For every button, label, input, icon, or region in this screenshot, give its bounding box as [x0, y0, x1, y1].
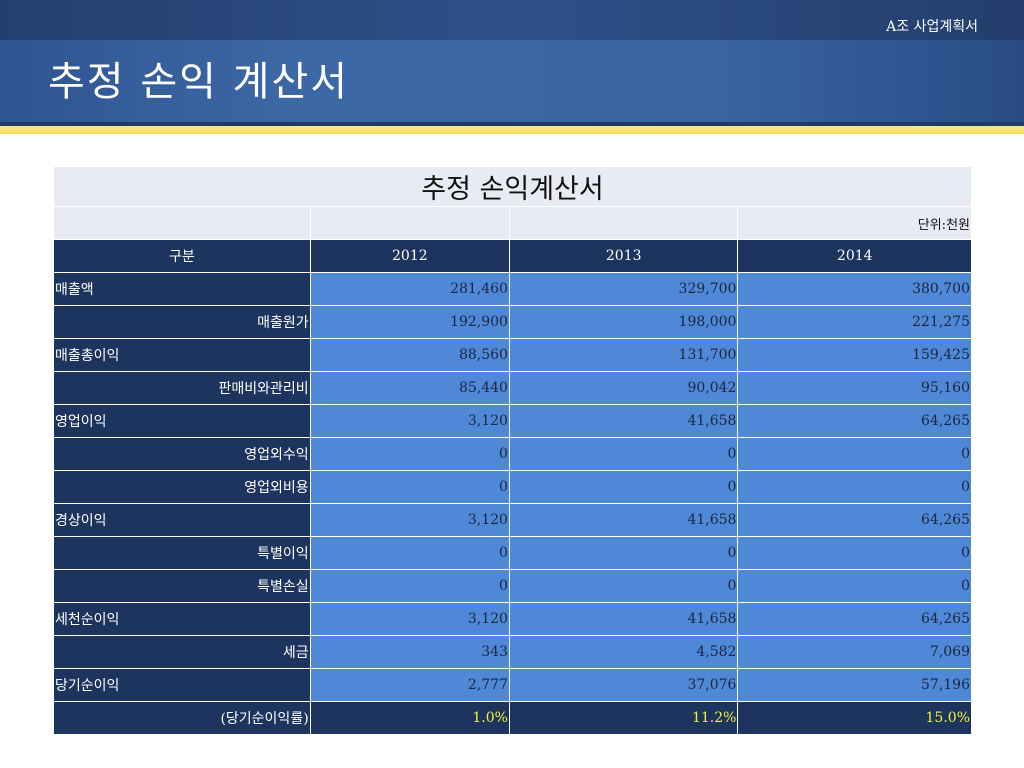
column-header: 2013	[508, 239, 739, 273]
row-label: 매출원가	[53, 305, 311, 339]
cell-value: 0	[309, 569, 510, 603]
cell-value: 88,560	[309, 338, 510, 372]
cell-value: 41,658	[508, 404, 739, 438]
ratio-value: 11.2%	[508, 701, 739, 735]
row-label: 영업외수익	[53, 437, 311, 471]
unit-label: 단위:천원	[737, 206, 972, 240]
unit-row-blank	[309, 206, 510, 240]
cell-value: 4,582	[508, 635, 739, 669]
cell-value: 3,120	[309, 602, 510, 636]
company-label: A조 사업계획서	[886, 19, 978, 35]
income-statement-table: 추정 손익계산서 단위:천원 구분 2012 2013 2014 매출액 281…	[53, 166, 972, 735]
table-row: 판매비와관리비 85,440 90,042 95,160	[53, 371, 972, 405]
row-label: 매출액	[53, 272, 311, 306]
row-label: 매출총이익	[53, 338, 311, 372]
table-row: 매출원가 192,900 198,000 221,275	[53, 305, 972, 339]
table-title-row: 추정 손익계산서	[53, 166, 972, 207]
table-row: 매출총이익 88,560 131,700 159,425	[53, 338, 972, 372]
cell-value: 0	[508, 470, 739, 504]
cell-value: 2,777	[309, 668, 510, 702]
row-label: 세금	[53, 635, 311, 669]
cell-value: 3,120	[309, 503, 510, 537]
cell-value: 281,460	[309, 272, 510, 306]
row-label: 특별손실	[53, 569, 311, 603]
accent-bar	[0, 126, 1024, 134]
cell-value: 198,000	[508, 305, 739, 339]
cell-value: 0	[737, 569, 972, 603]
column-header: 2014	[737, 239, 972, 273]
cell-value: 0	[309, 437, 510, 471]
column-header: 2012	[309, 239, 510, 273]
table-row: 세천순이익 3,120 41,658 64,265	[53, 602, 972, 636]
cell-value: 95,160	[737, 371, 972, 405]
page-title: 추정 손익 계산서	[48, 59, 350, 105]
cell-value: 131,700	[508, 338, 739, 372]
table-row: 매출액 281,460 329,700 380,700	[53, 272, 972, 306]
table-row: 당기순이익 2,777 37,076 57,196	[53, 668, 972, 702]
row-label: 경상이익	[53, 503, 311, 537]
unit-row-blank	[508, 206, 739, 240]
cell-value: 221,275	[737, 305, 972, 339]
cell-value: 0	[508, 569, 739, 603]
cell-value: 0	[737, 470, 972, 504]
header-divider	[0, 122, 1024, 126]
table-row: 경상이익 3,120 41,658 64,265	[53, 503, 972, 537]
table-row: 영업이익 3,120 41,658 64,265	[53, 404, 972, 438]
row-label: 특별이익	[53, 536, 311, 570]
cell-value: 0	[309, 536, 510, 570]
cell-value: 41,658	[508, 602, 739, 636]
table-title: 추정 손익계산서	[53, 166, 972, 207]
table-row: (당기순이익률) 1.0% 11.2% 15.0%	[53, 701, 972, 735]
cell-value: 0	[508, 536, 739, 570]
column-header: 구분	[53, 239, 311, 273]
cell-value: 329,700	[508, 272, 739, 306]
cell-value: 0	[508, 437, 739, 471]
table-header-row: 구분 2012 2013 2014	[53, 239, 972, 273]
cell-value: 159,425	[737, 338, 972, 372]
row-label: 당기순이익	[53, 668, 311, 702]
header-top-strip	[0, 0, 1024, 40]
table-row: 세금 343 4,582 7,069	[53, 635, 972, 669]
cell-value: 64,265	[737, 404, 972, 438]
table-row: 특별이익 0 0 0	[53, 536, 972, 570]
row-label: 세천순이익	[53, 602, 311, 636]
table-row: 영업외수익 0 0 0	[53, 437, 972, 471]
cell-value: 380,700	[737, 272, 972, 306]
cell-value: 90,042	[508, 371, 739, 405]
cell-value: 37,076	[508, 668, 739, 702]
ratio-value: 15.0%	[737, 701, 972, 735]
row-label: 영업이익	[53, 404, 311, 438]
unit-row: 단위:천원	[53, 206, 972, 240]
cell-value: 64,265	[737, 503, 972, 537]
cell-value: 0	[309, 470, 510, 504]
cell-value: 7,069	[737, 635, 972, 669]
row-label: 영업외비용	[53, 470, 311, 504]
cell-value: 57,196	[737, 668, 972, 702]
table-row: 특별손실 0 0 0	[53, 569, 972, 603]
row-label: 판매비와관리비	[53, 371, 311, 405]
cell-value: 343	[309, 635, 510, 669]
unit-row-blank	[53, 206, 311, 240]
row-label: (당기순이익률)	[53, 701, 311, 735]
table-row: 영업외비용 0 0 0	[53, 470, 972, 504]
cell-value: 192,900	[309, 305, 510, 339]
ratio-value: 1.0%	[309, 701, 510, 735]
cell-value: 0	[737, 536, 972, 570]
cell-value: 64,265	[737, 602, 972, 636]
cell-value: 85,440	[309, 371, 510, 405]
cell-value: 41,658	[508, 503, 739, 537]
cell-value: 0	[737, 437, 972, 471]
cell-value: 3,120	[309, 404, 510, 438]
